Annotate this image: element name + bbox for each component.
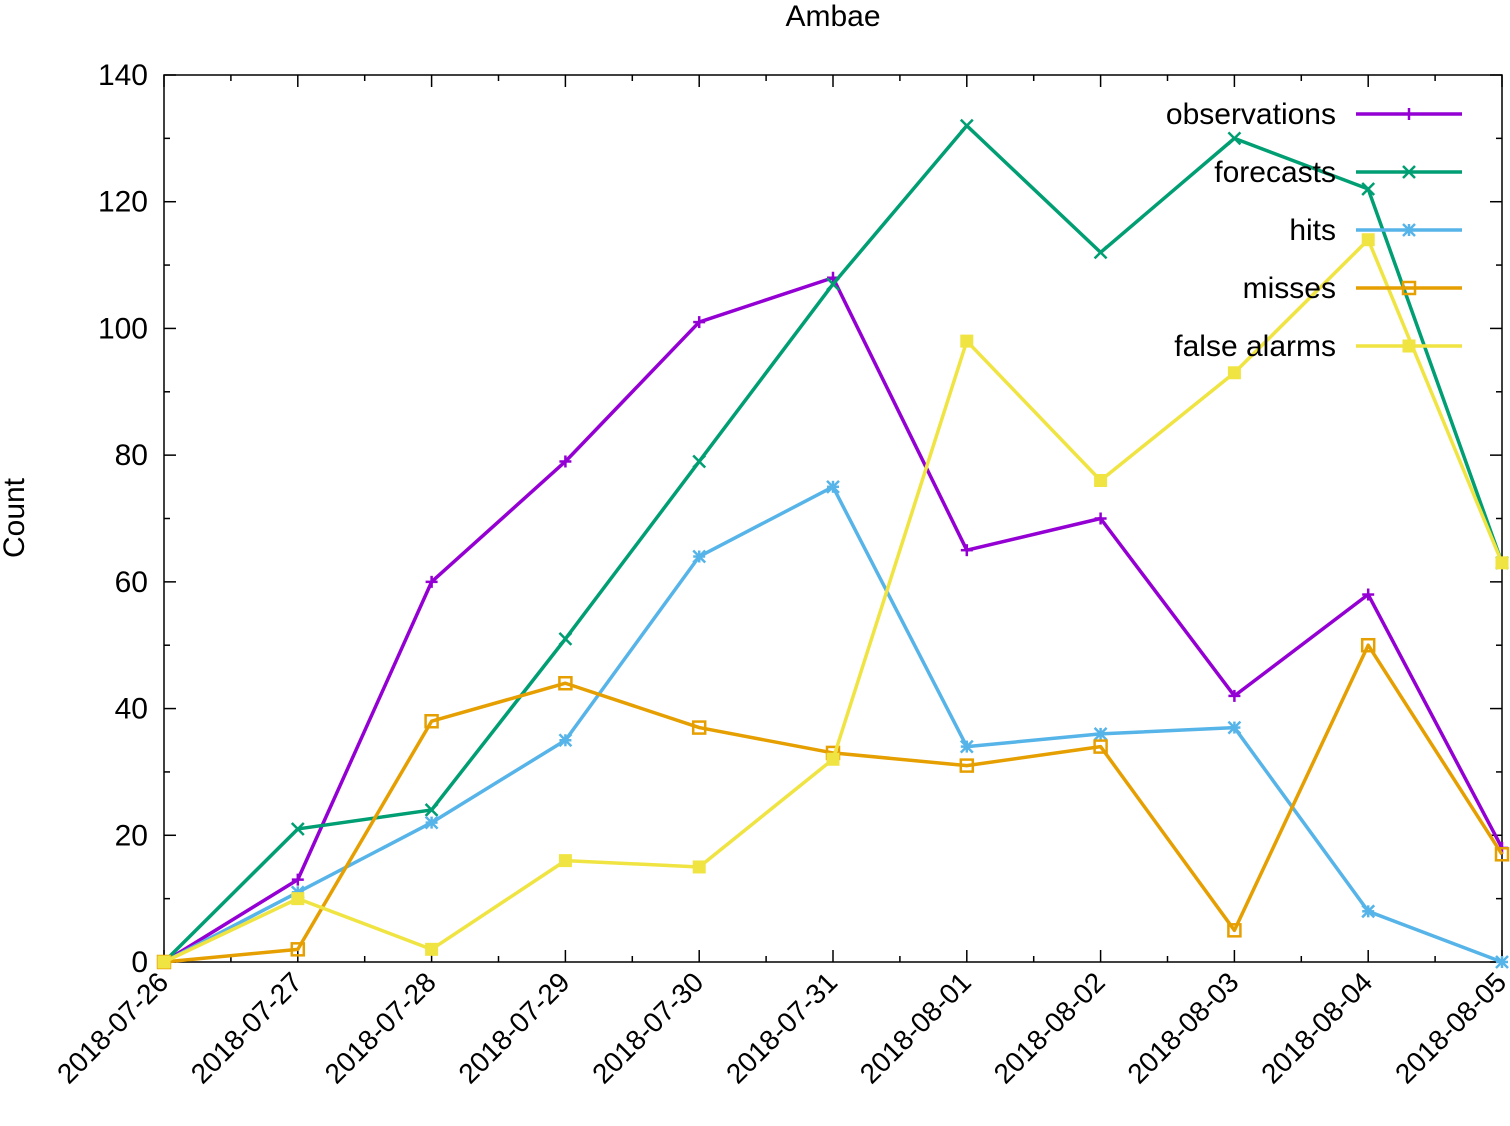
legend-item-forecasts: forecasts — [1214, 156, 1462, 189]
data-point-forecasts — [692, 454, 707, 469]
legend-item-misses: misses — [1243, 272, 1462, 305]
data-point-false-alarms — [960, 334, 974, 348]
series-false-alarms — [157, 233, 1509, 969]
data-point-false-alarms — [692, 860, 706, 874]
data-point-forecasts — [290, 822, 305, 836]
data-point-false-alarms — [826, 752, 840, 766]
x-tick-label: 2018-07-29 — [452, 966, 575, 1089]
y-tick-label: 140 — [98, 59, 148, 92]
data-point-hits — [826, 479, 840, 494]
legend-marker — [1403, 108, 1415, 120]
data-point-hits — [1227, 720, 1242, 735]
data-point-misses — [959, 758, 975, 773]
data-point-misses — [290, 942, 306, 957]
data-point-observations — [1094, 512, 1107, 525]
data-point-false-alarms — [1361, 233, 1375, 247]
x-tick-label: 2018-08-02 — [988, 966, 1111, 1089]
data-point-observations — [960, 544, 973, 557]
data-point-false-alarms — [1495, 556, 1509, 570]
series-layer — [156, 118, 1510, 970]
chart-title: Ambae — [785, 0, 880, 33]
legend-item-hits: hits — [1289, 214, 1462, 247]
series-line-hits — [163, 485, 1503, 964]
plot-border — [163, 74, 1503, 963]
data-point-hits — [1361, 904, 1376, 919]
y-tick-label: 40 — [115, 693, 148, 726]
y-tick-label: 0 — [131, 946, 148, 979]
data-point-misses — [691, 720, 707, 735]
data-point-hits — [959, 739, 974, 754]
legend-label: misses — [1243, 272, 1336, 305]
data-point-false-alarms — [558, 854, 572, 868]
data-point-false-alarms — [1094, 473, 1108, 487]
data-point-hits — [558, 733, 573, 748]
legend-marker — [1402, 339, 1416, 353]
data-point-misses — [1360, 637, 1376, 653]
x-tick-label: 2018-08-04 — [1255, 966, 1378, 1089]
data-point-false-alarms — [157, 955, 171, 969]
y-axis-ticks: 0 20 40 60 80 100 120 140 — [98, 59, 1502, 979]
legend-item-false-alarms: false alarms — [1174, 330, 1462, 363]
data-point-hits — [1495, 955, 1509, 969]
data-point-hits — [424, 815, 439, 830]
series-forecasts — [157, 118, 1509, 969]
data-point-observations — [1362, 588, 1375, 601]
x-tick-label: 2018-07-26 — [51, 966, 174, 1089]
x-tick-label: 2018-08-05 — [1389, 966, 1510, 1089]
y-tick-label: 120 — [98, 186, 148, 219]
x-tick-label: 2018-07-28 — [319, 966, 442, 1089]
data-point-hits — [692, 549, 707, 564]
legend-label: forecasts — [1214, 156, 1336, 189]
y-tick-label: 20 — [115, 819, 148, 852]
data-point-misses — [1227, 923, 1242, 938]
y-tick-label: 100 — [98, 312, 148, 345]
data-point-misses — [1093, 739, 1108, 754]
x-tick-label: 2018-08-03 — [1121, 966, 1244, 1089]
series-hits — [157, 479, 1509, 969]
legend-label: false alarms — [1174, 330, 1336, 363]
x-tick-label: 2018-07-30 — [586, 966, 709, 1089]
legend-label: observations — [1166, 98, 1336, 131]
series-line-misses — [163, 643, 1504, 964]
data-point-forecasts — [959, 118, 974, 133]
x-tick-label: 2018-07-27 — [185, 966, 308, 1089]
data-point-false-alarms — [425, 942, 439, 956]
data-point-hits — [1093, 727, 1108, 741]
x-tick-label: 2018-08-01 — [854, 966, 977, 1089]
y-tick-label: 80 — [115, 439, 148, 472]
data-point-observations — [425, 575, 438, 588]
legend-marker — [1402, 165, 1416, 179]
data-point-misses — [1494, 847, 1510, 862]
legend-item-observations: observations — [1166, 98, 1462, 131]
data-point-forecasts — [1361, 182, 1376, 196]
data-point-forecasts — [424, 803, 439, 817]
legend-marker — [1401, 280, 1417, 296]
data-point-misses — [558, 675, 573, 691]
x-tick-label: 2018-07-31 — [720, 966, 843, 1089]
data-point-forecasts — [558, 631, 573, 646]
data-point-forecasts — [1227, 131, 1242, 146]
data-point-forecasts — [1093, 245, 1108, 260]
data-point-observations — [291, 873, 304, 886]
data-point-observations — [559, 455, 572, 468]
series-misses — [156, 637, 1510, 970]
data-point-observations — [1228, 689, 1241, 702]
data-point-observations — [693, 316, 706, 329]
data-point-forecasts — [826, 277, 840, 291]
y-tick-label: 60 — [115, 566, 148, 599]
data-point-false-alarms — [1227, 366, 1241, 380]
y-axis-label: Count — [0, 477, 31, 558]
data-point-false-alarms — [291, 892, 305, 906]
data-point-misses — [424, 713, 439, 729]
legend: observations forecasts hits misses false ala… — [1166, 98, 1462, 363]
plot-frame — [163, 74, 1503, 963]
legend-marker — [1402, 223, 1416, 237]
legend-label: hits — [1289, 214, 1336, 247]
series-observations — [158, 271, 1508, 968]
